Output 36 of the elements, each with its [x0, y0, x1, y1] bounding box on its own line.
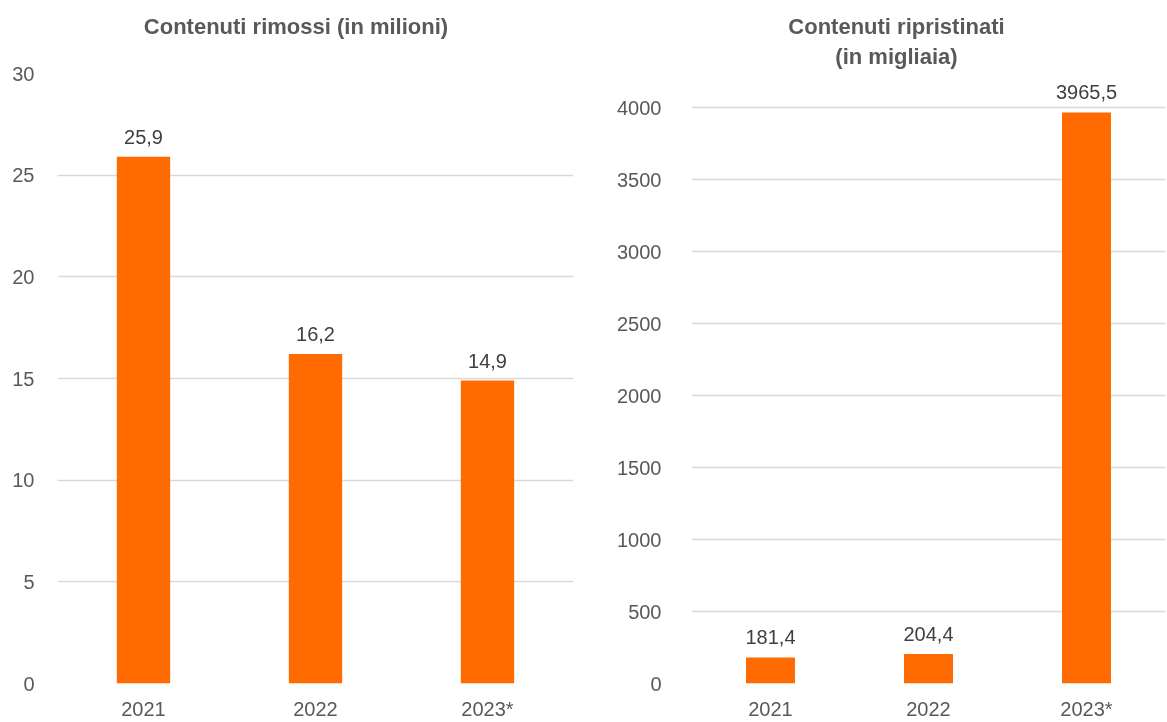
y-tick-label: 0	[23, 672, 35, 695]
chart-title: Contenuti rimossi (in milioni)	[143, 13, 449, 41]
y-tick-label: 4000	[617, 96, 662, 119]
y-tick-label: 0	[650, 672, 662, 695]
y-tick-label: 20	[12, 265, 35, 288]
bar	[288, 354, 343, 684]
y-tick-label: 2000	[617, 384, 662, 407]
bar	[460, 380, 515, 684]
y-tick-label: 2500	[617, 312, 662, 335]
y-tick-label: 1500	[617, 456, 662, 479]
data-label: 25,9	[124, 125, 163, 148]
y-tick-label: 30	[12, 62, 35, 85]
x-tick-label: 2023*	[461, 697, 514, 720]
y-tick-label: 25	[12, 164, 35, 187]
x-tick-label: 2021	[748, 697, 793, 720]
y-tick-label: 10	[12, 469, 35, 492]
bar	[1062, 112, 1111, 684]
y-tick-label: 3500	[617, 168, 662, 191]
y-tick-label: 15	[12, 367, 35, 390]
data-label: 14,9	[468, 349, 507, 372]
data-label: 3965,5	[1055, 81, 1118, 104]
bar	[116, 156, 171, 684]
x-tick-label: 2022	[293, 697, 338, 720]
y-tick-label: 5	[23, 570, 35, 593]
x-tick-label: 2022	[906, 697, 951, 720]
data-label: 181,4	[745, 626, 796, 649]
x-tick-label: 2023*	[1060, 697, 1113, 720]
data-label: 16,2	[296, 323, 335, 346]
bar	[904, 654, 953, 684]
bar	[746, 657, 795, 684]
y-tick-label: 1000	[617, 528, 662, 551]
y-tick-label: 3000	[617, 240, 662, 263]
data-label: 204,4	[903, 623, 954, 646]
chart-title: Contenuti ripristinati (in migliaia)	[788, 13, 1005, 71]
y-tick-label: 500	[628, 600, 662, 623]
x-tick-label: 2021	[121, 697, 166, 720]
